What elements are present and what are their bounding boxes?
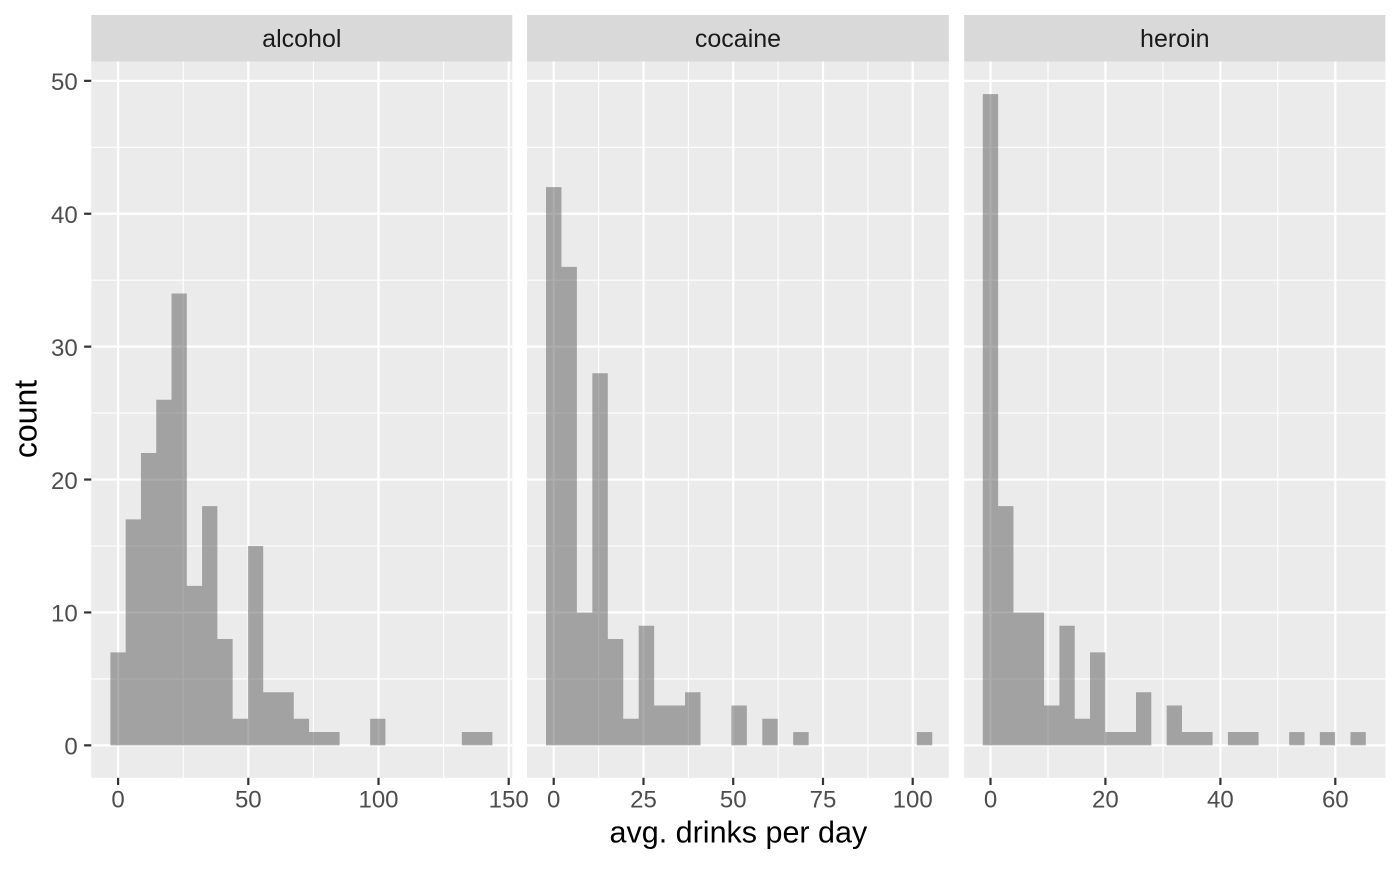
svg-text:0: 0 xyxy=(111,787,124,814)
svg-text:40: 40 xyxy=(51,202,78,229)
svg-text:heroin: heroin xyxy=(1140,25,1210,53)
svg-text:30: 30 xyxy=(51,335,78,362)
svg-text:40: 40 xyxy=(1207,787,1234,814)
svg-text:50: 50 xyxy=(235,787,262,814)
svg-text:50: 50 xyxy=(720,787,747,814)
svg-text:100: 100 xyxy=(358,787,398,814)
svg-text:20: 20 xyxy=(51,468,78,495)
svg-text:10: 10 xyxy=(51,601,78,628)
svg-text:avg. drinks per day: avg. drinks per day xyxy=(610,816,868,850)
svg-text:cocaine: cocaine xyxy=(695,25,781,53)
svg-text:25: 25 xyxy=(630,787,657,814)
svg-text:20: 20 xyxy=(1092,787,1119,814)
svg-text:60: 60 xyxy=(1322,787,1349,814)
svg-text:75: 75 xyxy=(810,787,837,814)
svg-text:0: 0 xyxy=(64,734,77,761)
svg-text:alcohol: alcohol xyxy=(262,25,341,53)
svg-text:0: 0 xyxy=(547,787,560,814)
svg-text:50: 50 xyxy=(51,69,78,96)
svg-text:100: 100 xyxy=(893,787,933,814)
svg-text:150: 150 xyxy=(489,787,529,814)
svg-text:0: 0 xyxy=(984,787,997,814)
svg-text:count: count xyxy=(8,380,44,458)
